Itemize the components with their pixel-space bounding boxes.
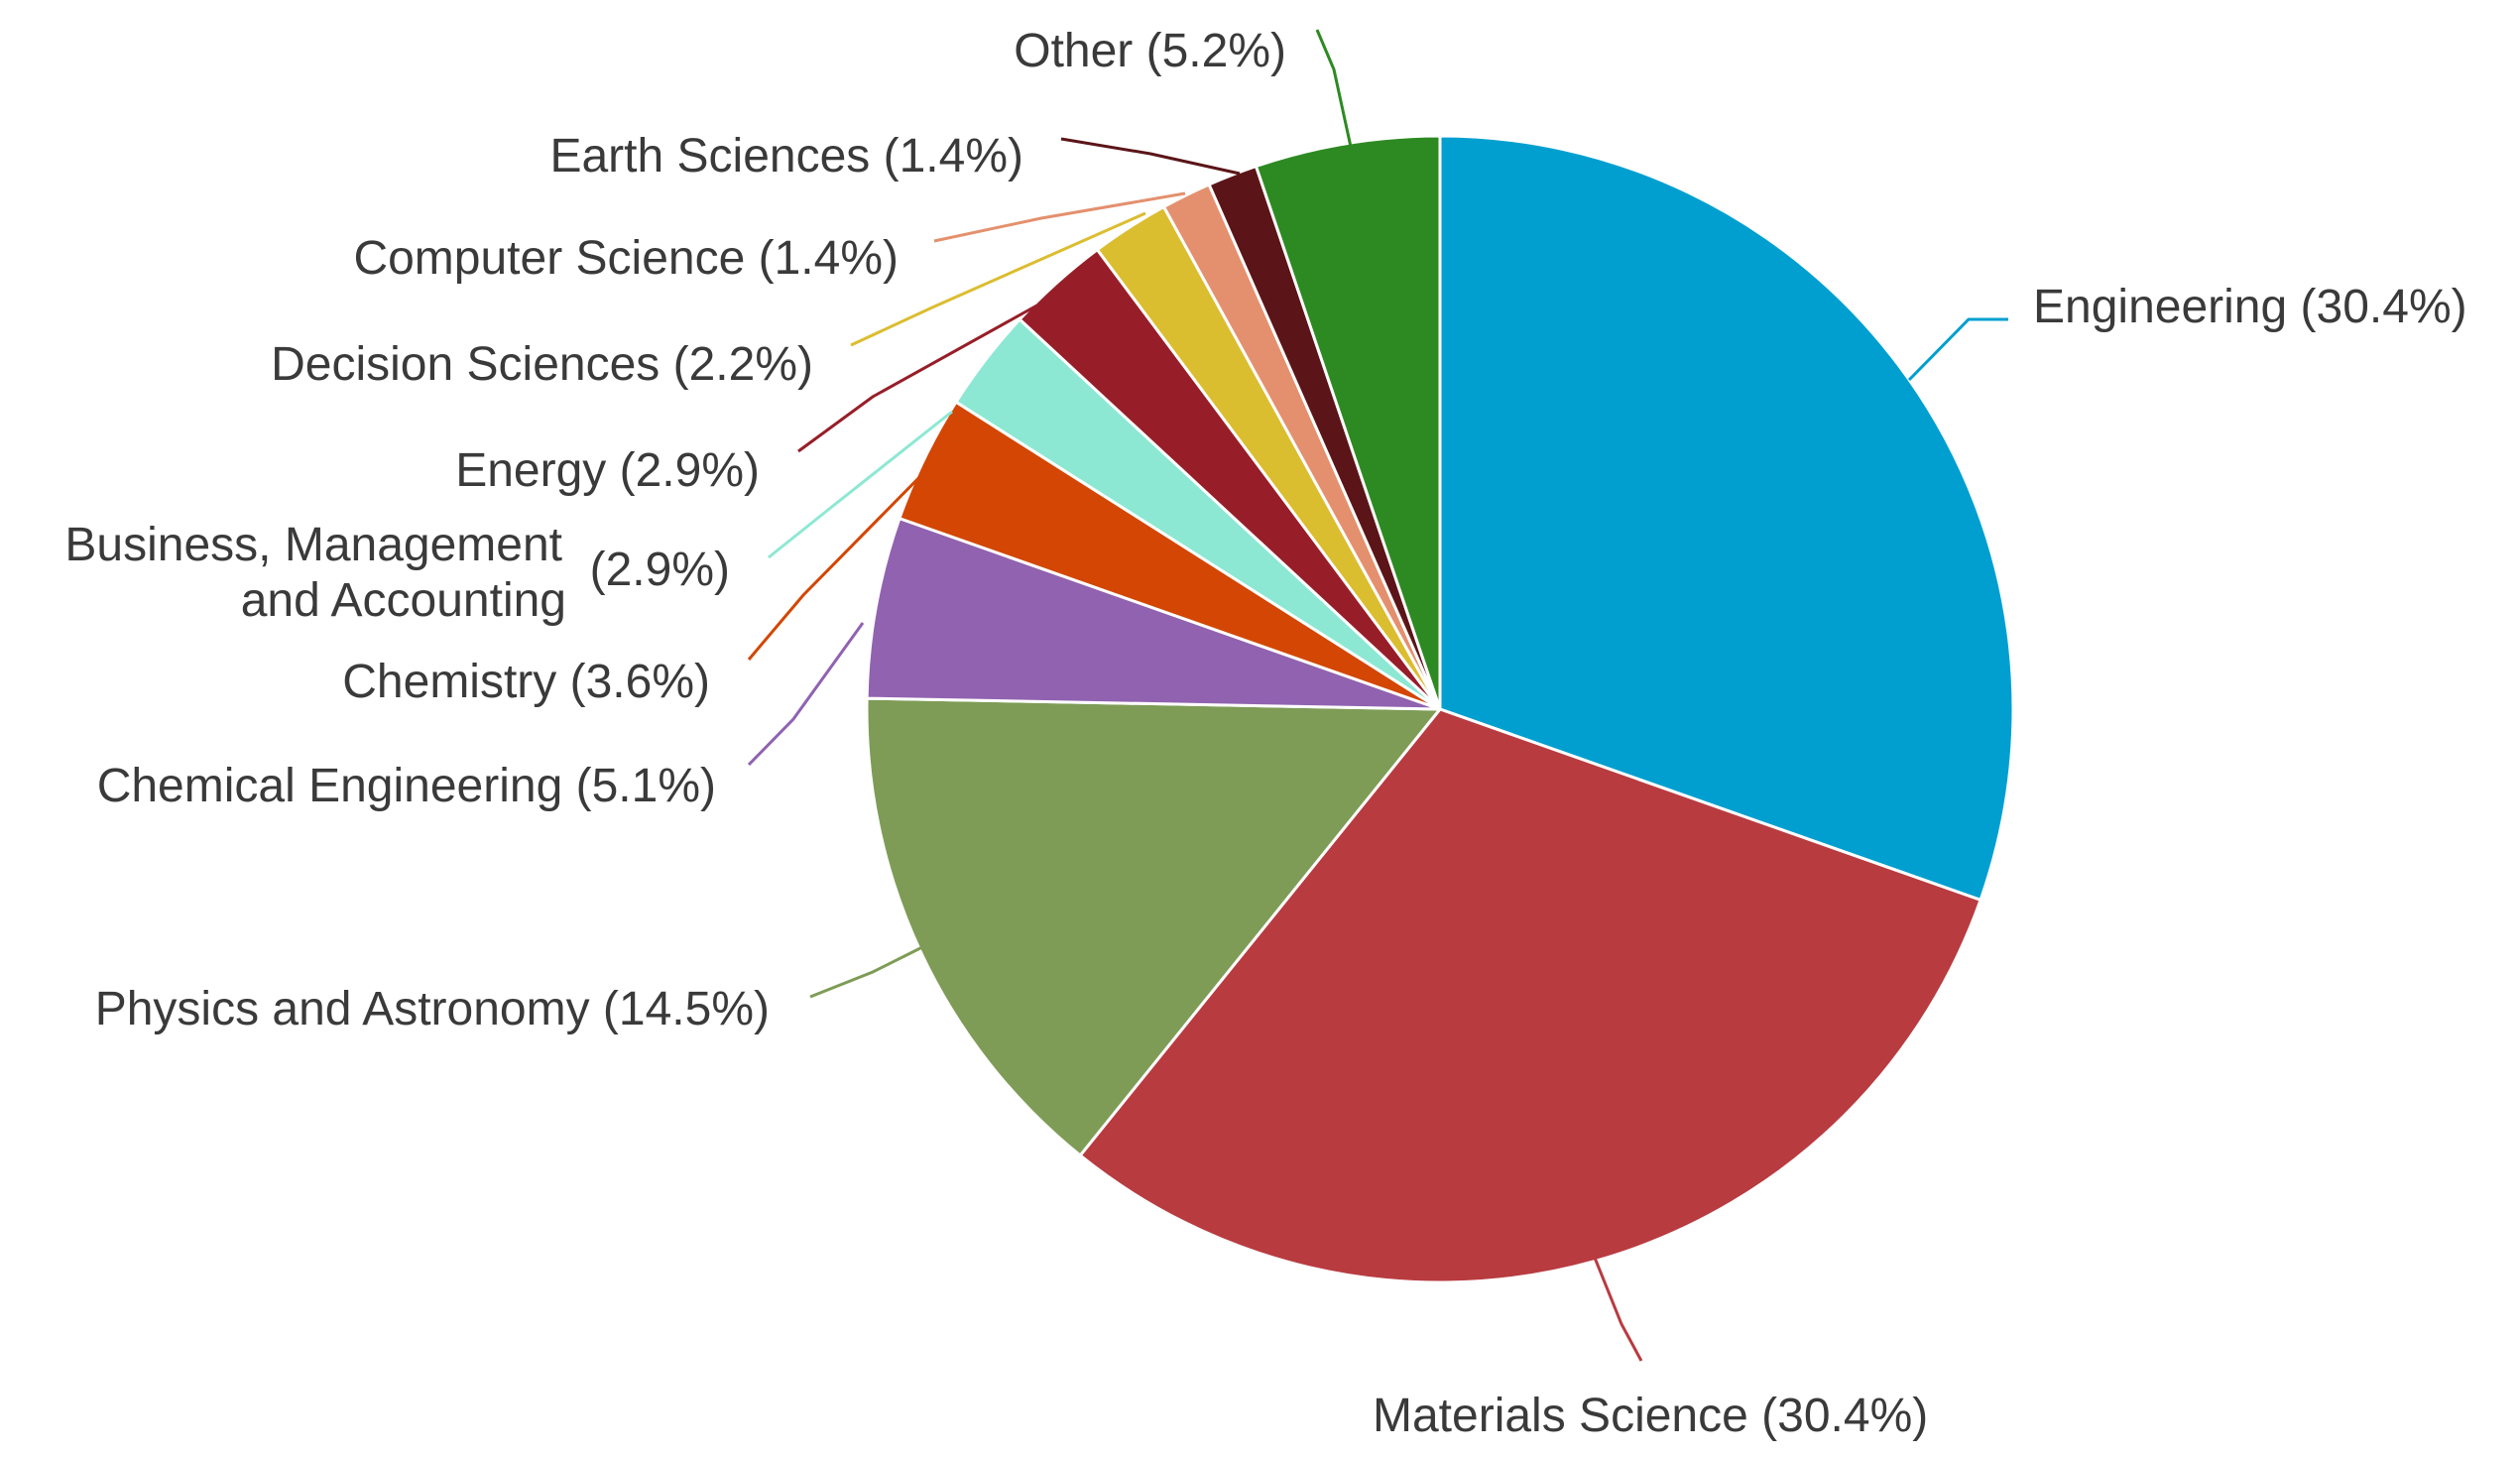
- slice-label-chemistry: Chemistry (3.6%): [342, 656, 710, 708]
- slice-label-physics-and-astronomy: Physics and Astronomy (14.5%): [95, 983, 770, 1035]
- leader-line-chemical-engineering: [747, 622, 865, 767]
- slice-label-computer-science: Computer Science (1.4%): [353, 232, 899, 285]
- slice-label-energy: Energy (2.9%): [455, 444, 760, 497]
- slice-labels: Engineering (30.4%) Materials Science (30…: [64, 25, 2466, 1442]
- pie-slice-chemical-engineering: [865, 517, 1442, 711]
- pie-slice-engineering: [1438, 134, 2015, 902]
- leader-line-materials-science: [1593, 1257, 1643, 1362]
- leader-line-decision-sciences: [850, 211, 1146, 347]
- slice-label-line-1: Business, Management: [64, 519, 562, 571]
- slice-label-value: (2.9%): [590, 544, 730, 596]
- leader-line-chemistry: [747, 457, 939, 661]
- leader-line-other: [1315, 29, 1353, 148]
- leader-line-computer-science: [933, 191, 1186, 243]
- pie-slice-other: [1254, 134, 1442, 711]
- slice-label-materials-science: Materials Science (30.4%): [1373, 1390, 1928, 1442]
- pie-slices: [865, 134, 2015, 1284]
- leader-line-physics-and-astronomy: [809, 945, 923, 999]
- slice-label-earth-sciences: Earth Sciences (1.4%): [549, 130, 1023, 182]
- leader-lines: [747, 29, 2008, 1362]
- leader-line-engineering: [1907, 317, 2008, 382]
- slice-label-engineering: Engineering (30.4%): [2033, 281, 2467, 333]
- slice-label-decision-sciences: Decision Sciences (2.2%): [271, 338, 813, 391]
- slice-label-other: Other (5.2%): [1014, 25, 1286, 77]
- slice-label-chemical-engineering: Chemical Engineering (5.1%): [97, 760, 716, 812]
- leader-line-earth-sciences: [1060, 137, 1241, 176]
- slice-label-line-2: and Accounting: [241, 574, 566, 627]
- pie-slice-physics-and-astronomy: [865, 696, 1442, 1157]
- leader-line-business-management-and-accounting: [768, 410, 953, 559]
- leader-line-energy: [797, 296, 1052, 453]
